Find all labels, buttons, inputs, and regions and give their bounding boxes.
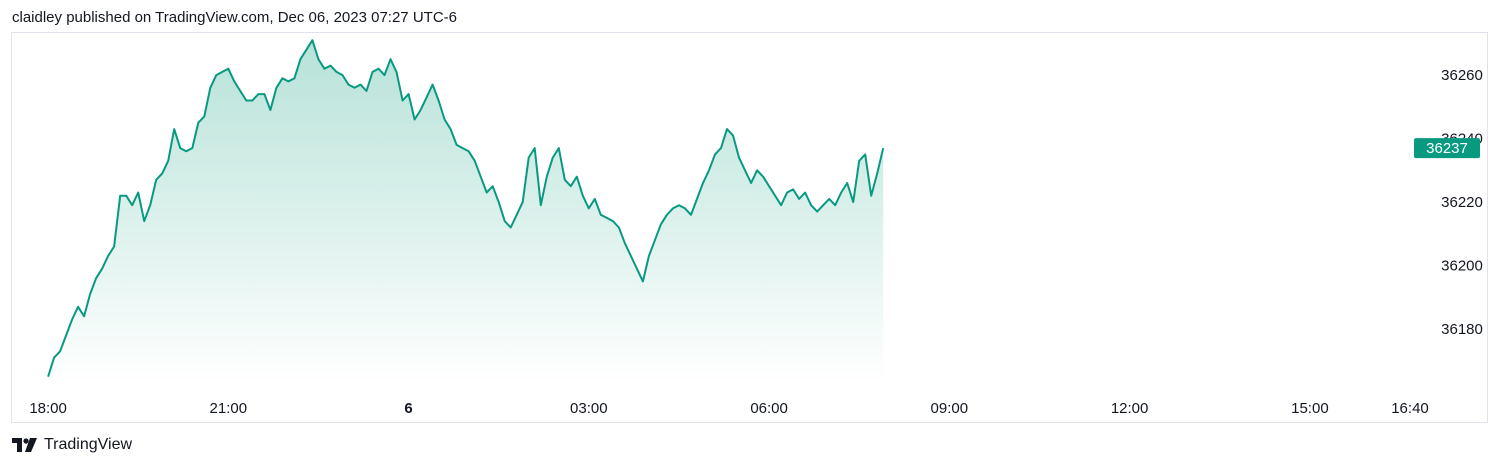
price-line	[47, 39, 885, 377]
y-tick-label: 36260	[1441, 67, 1483, 84]
last-price-value: 36237	[1426, 140, 1468, 157]
y-tick-label: 36180	[1441, 321, 1483, 338]
x-tick-label: 6	[404, 400, 412, 417]
x-tick-label: 16:40	[1391, 400, 1429, 417]
last-price-label: 36237	[1414, 138, 1480, 159]
chart-frame: 3618036200362203624036260 18:0021:00603:…	[11, 32, 1488, 423]
y-tick-label: 36200	[1441, 258, 1483, 275]
x-tick-label: 15:00	[1291, 400, 1329, 417]
x-tick-label: 06:00	[750, 400, 788, 417]
x-tick-label: 21:00	[210, 400, 248, 417]
price-area-fill	[48, 40, 884, 383]
x-tick-label: 18:00	[29, 400, 67, 417]
price-chart[interactable]: 3618036200362203624036260 18:0021:00603:…	[12, 33, 1487, 422]
footer-brand-name: TradingView	[44, 436, 133, 453]
x-tick-label: 12:00	[1111, 400, 1149, 417]
publish-info: claidley published on TradingView.com, D…	[12, 9, 457, 26]
tradingview-logo-icon	[12, 438, 37, 452]
x-tick-label: 03:00	[570, 400, 608, 417]
footer: TradingView	[12, 436, 132, 454]
y-tick-label: 36220	[1441, 194, 1483, 211]
x-tick-label: 09:00	[931, 400, 969, 417]
